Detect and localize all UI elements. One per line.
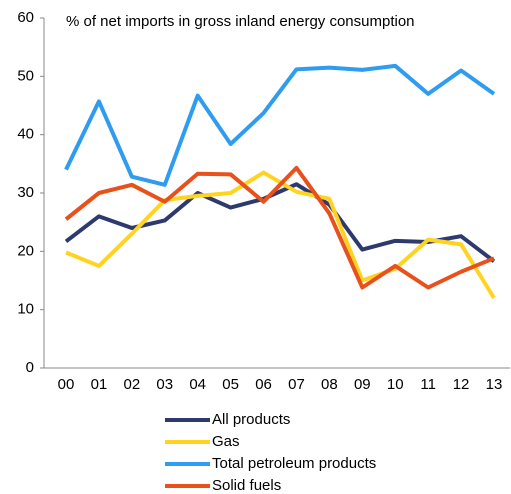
x-tick-label: 11 <box>420 376 436 393</box>
series-line <box>64 182 496 263</box>
y-tick-label: 0 <box>26 359 34 376</box>
legend-label: Total petroleum products <box>212 455 376 472</box>
y-tick-label: 30 <box>17 184 34 201</box>
series-line <box>64 63 496 187</box>
x-tick-label: 09 <box>354 376 371 393</box>
x-tick-label: 02 <box>124 376 141 393</box>
legend-label: Gas <box>212 433 240 450</box>
y-tick-label: 50 <box>17 67 34 84</box>
x-tick-label: 10 <box>387 376 404 393</box>
y-tick-label: 20 <box>17 242 34 259</box>
x-tick-label: 08 <box>321 376 338 393</box>
x-tick-label: 13 <box>486 376 503 393</box>
series-line <box>64 165 495 290</box>
x-tick-label: 01 <box>91 376 108 393</box>
y-tick-label: 60 <box>17 9 34 26</box>
chart-title: % of net imports in gross inland energy … <box>66 13 415 30</box>
x-tick-label: 00 <box>58 376 75 393</box>
y-tick-label: 10 <box>17 301 34 318</box>
x-tick-label: 12 <box>453 376 470 393</box>
legend-label: All products <box>212 411 290 428</box>
x-tick-label: 06 <box>255 376 272 393</box>
x-tick-label: 05 <box>222 376 239 393</box>
x-tick-label: 04 <box>189 376 206 393</box>
y-tick-label: 40 <box>17 126 34 143</box>
x-tick-label: 07 <box>288 376 305 393</box>
legend-label: Solid fuels <box>212 477 281 494</box>
x-tick-label: 03 <box>156 376 173 393</box>
